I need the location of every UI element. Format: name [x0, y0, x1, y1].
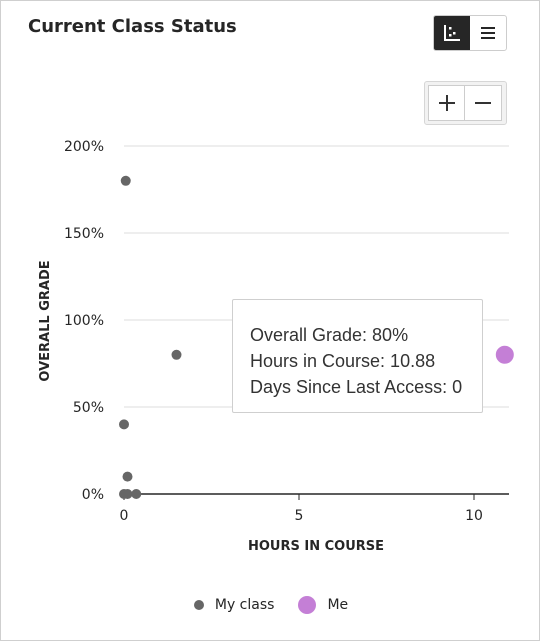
- legend-label-my-class: My class: [214, 597, 275, 613]
- list-view-button[interactable]: [470, 16, 506, 50]
- point-tooltip: Overall Grade: 80% Hours in Course: 10.8…: [232, 299, 483, 413]
- chart-legend: My class Me: [1, 593, 540, 617]
- y-tick-label: 50%: [73, 400, 104, 416]
- class-data-point[interactable]: [122, 471, 133, 482]
- card-title: Current Class Status: [28, 16, 237, 37]
- class-data-point[interactable]: [131, 489, 142, 499]
- x-tick-label: 0: [120, 508, 129, 524]
- class-data-point[interactable]: [122, 489, 133, 499]
- class-data-point[interactable]: [119, 419, 129, 430]
- y-tick-label: 0%: [82, 487, 104, 503]
- x-tick-label: 10: [465, 508, 483, 524]
- x-tick-label: 5: [295, 508, 304, 524]
- class-data-point[interactable]: [171, 349, 182, 360]
- y-axis-ticks: 0% 50% 100% 150% 200%: [64, 139, 104, 503]
- y-tick-label: 200%: [64, 139, 104, 155]
- class-data-point[interactable]: [120, 175, 131, 186]
- tooltip-days: Days Since Last Access: 0: [250, 377, 463, 397]
- scatter-chart: 0% 50% 100% 150% 200% 0 5 10 HOURS IN COURSE O…: [38, 139, 516, 554]
- legend-item-me[interactable]: Me: [298, 596, 348, 614]
- y-tick-label: 150%: [64, 226, 104, 242]
- tooltip-hours: Hours in Course: 10.88: [250, 351, 436, 371]
- zoom-controls: [424, 81, 507, 125]
- minus-icon: [475, 102, 491, 104]
- x-axis-title: HOURS IN COURSE: [248, 539, 384, 554]
- tooltip-grade: Overall Grade: 80%: [250, 325, 409, 345]
- legend-swatch-me: [298, 596, 317, 614]
- zoom-in-button[interactable]: [428, 85, 465, 121]
- view-toggle: [433, 15, 507, 51]
- legend-swatch-my-class: [193, 600, 204, 610]
- list-icon: [481, 27, 495, 39]
- y-axis-title: OVERALL GRADE: [38, 260, 53, 381]
- legend-item-my-class[interactable]: My class: [193, 597, 275, 613]
- data-points: [119, 175, 516, 499]
- scatter-chart-icon: [444, 25, 460, 41]
- chart-view-button[interactable]: [434, 16, 470, 50]
- legend-label-me: Me: [327, 597, 349, 613]
- y-tick-label: 100%: [64, 313, 104, 329]
- x-axis-ticks: 0 5 10: [120, 494, 483, 524]
- zoom-out-button[interactable]: [465, 85, 502, 121]
- me-data-point[interactable]: [493, 343, 516, 366]
- plus-icon: [438, 95, 455, 111]
